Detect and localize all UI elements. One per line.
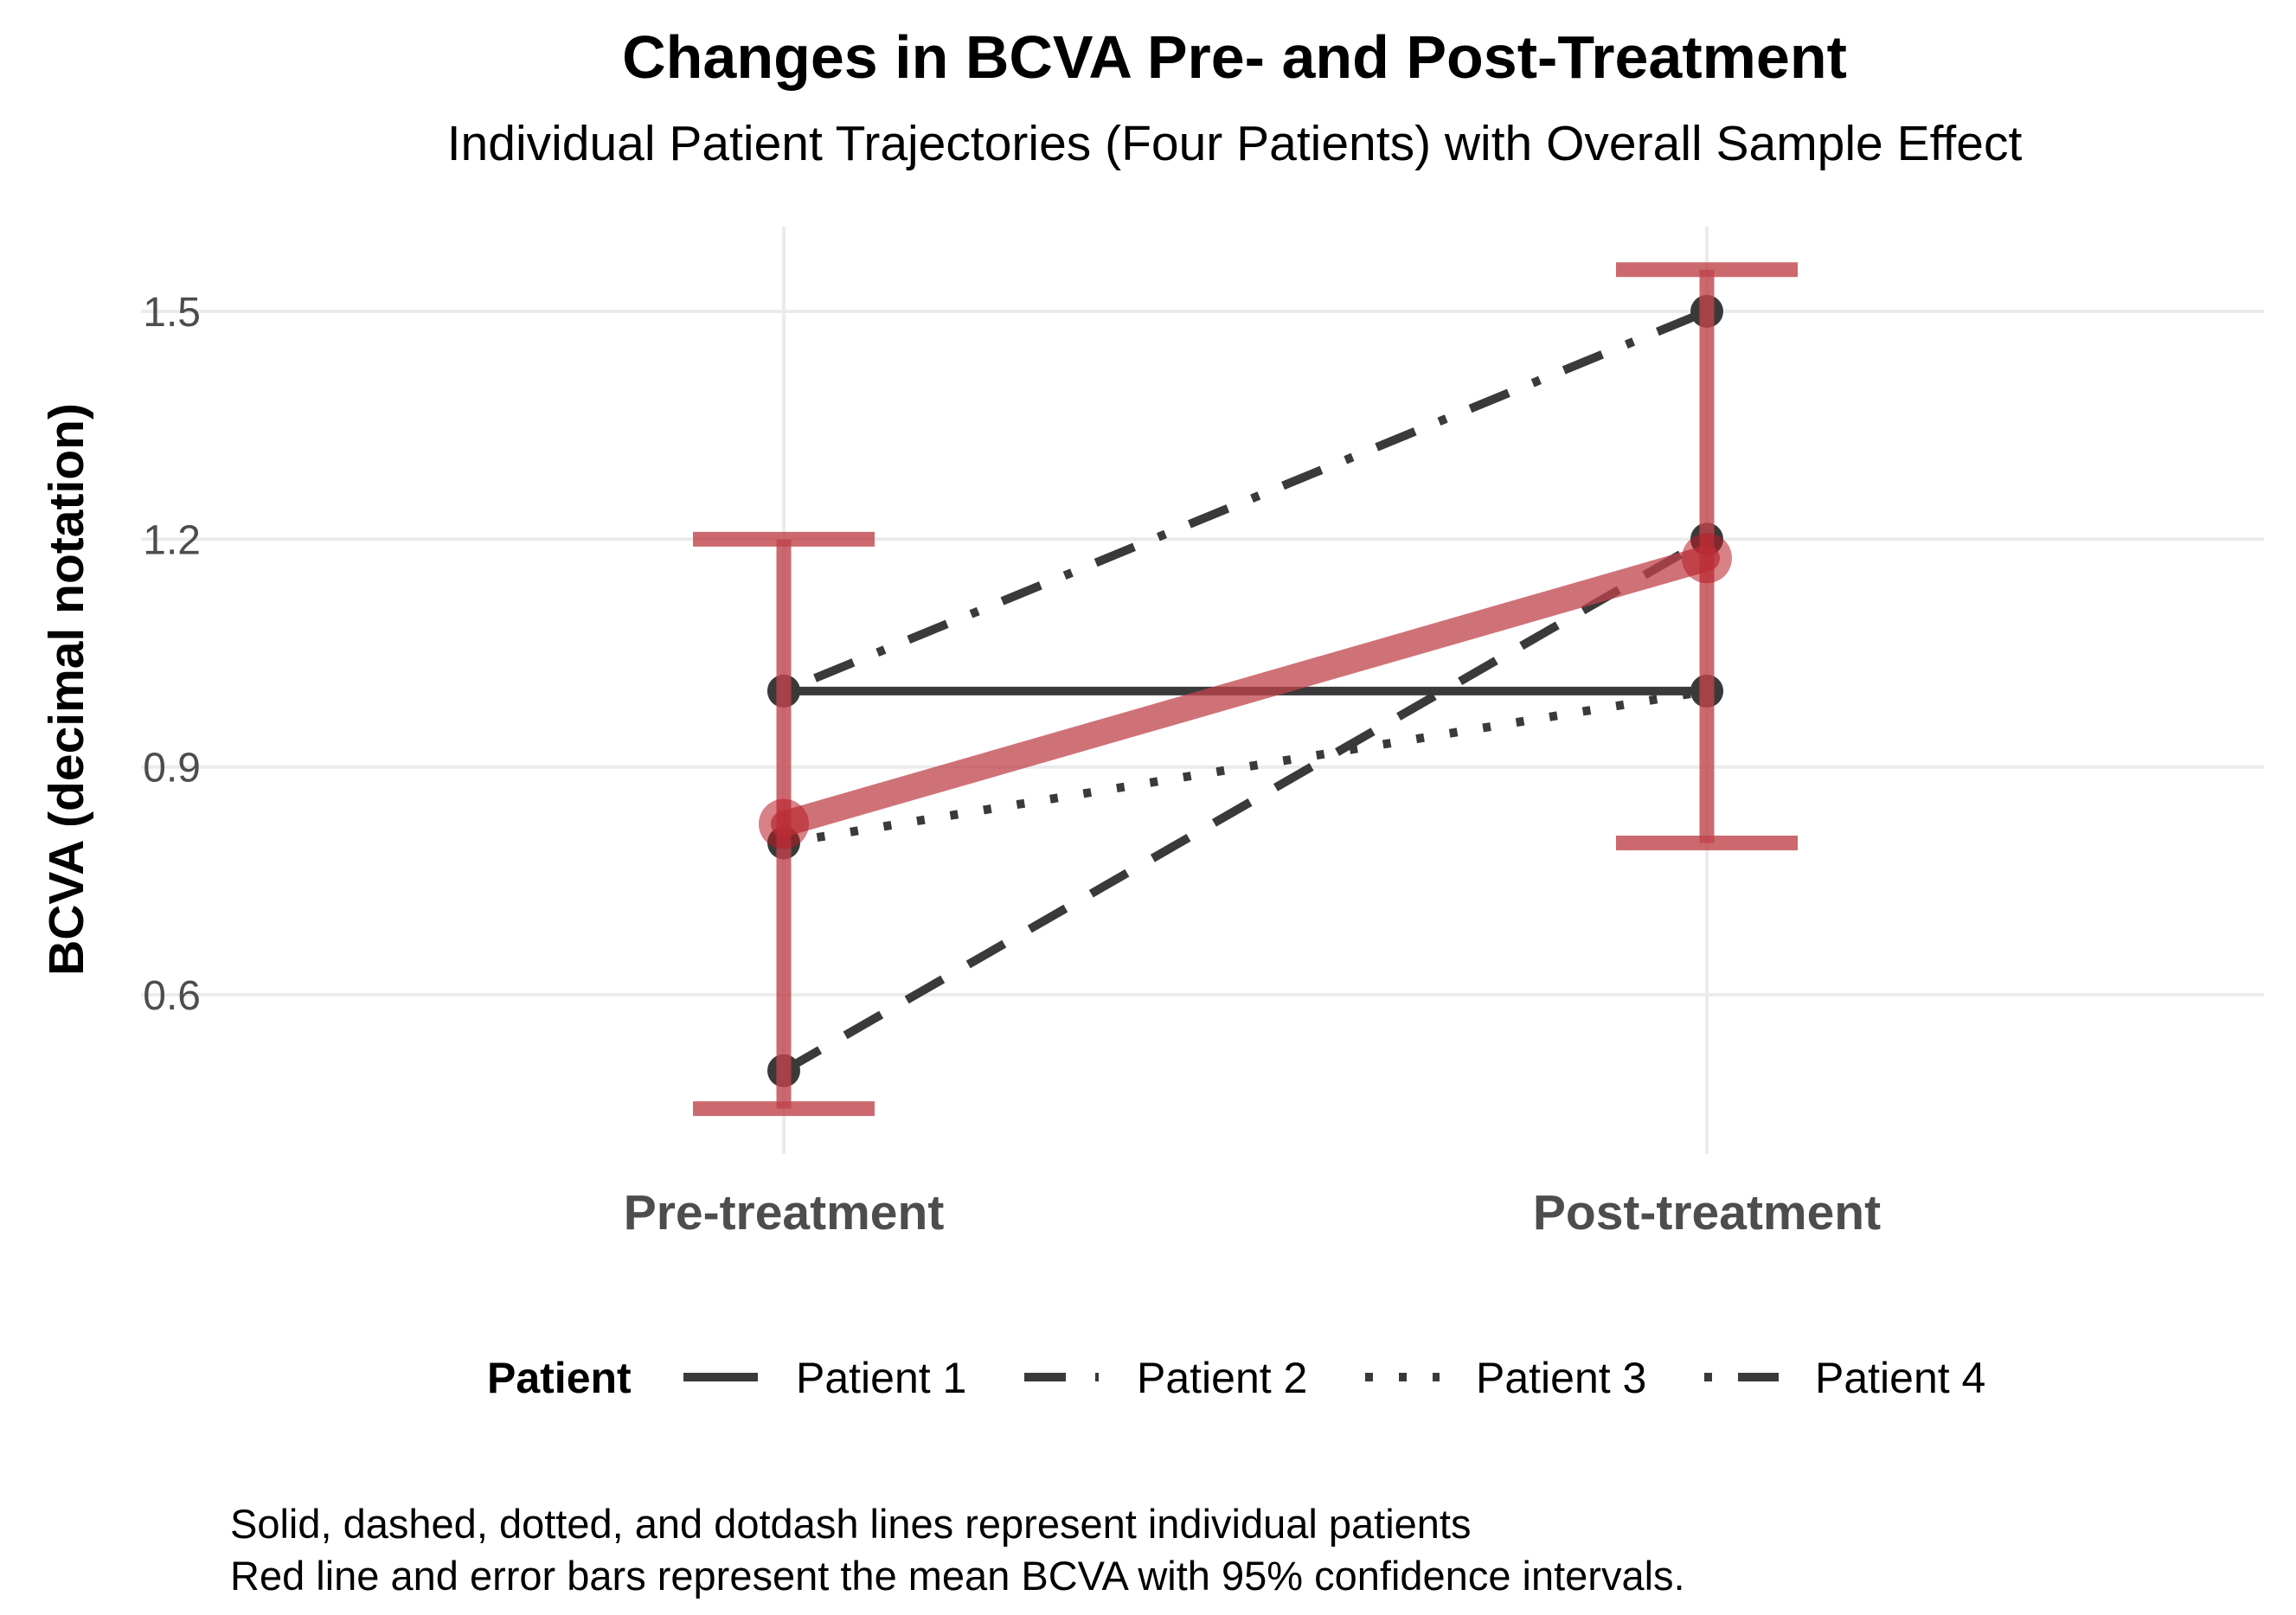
caption-line-1: Solid, dashed, dotted, and dotdash lines… <box>230 1501 1472 1547</box>
caption-line-2: Red line and error bars represent the me… <box>230 1553 1685 1599</box>
y-tick-labels: 0.6 0.9 1.2 1.5 <box>143 290 201 1019</box>
mean-point-pre-treatment <box>759 798 809 849</box>
legend: Patient Patient 1 Patient 2 Patient 3 Patie… <box>487 1354 1985 1402</box>
x-tick-pre-treatment: Pre-treatment <box>624 1185 945 1240</box>
mean-layer <box>693 262 1798 1117</box>
y-axis-label: BCVA (decimal notation) <box>39 403 94 976</box>
legend-title: Patient <box>487 1354 632 1402</box>
y-tick-1-5: 1.5 <box>143 290 201 336</box>
x-tick-post-treatment: Post-treatment <box>1533 1185 1881 1240</box>
y-tick-0-9: 0.9 <box>143 746 201 791</box>
legend-label-patient-4: Patient 4 <box>1815 1354 1985 1402</box>
chart-title: Changes in BCVA Pre- and Post-Treatment <box>622 23 1847 91</box>
legend-label-patient-2: Patient 2 <box>1137 1354 1307 1402</box>
series-line-patient-2 <box>781 535 1709 1075</box>
mean-point-post-treatment <box>1682 533 1732 584</box>
legend-label-patient-1: Patient 1 <box>796 1354 966 1402</box>
chart-subtitle: Individual Patient Trajectories (Four Pa… <box>447 116 2023 171</box>
x-tick-labels: Pre-treatment Post-treatment <box>624 1185 1881 1240</box>
mean-line <box>771 545 1720 837</box>
y-tick-0-6: 0.6 <box>143 973 201 1019</box>
series-line-patient-4 <box>782 307 1709 695</box>
y-tick-1-2: 1.2 <box>143 517 201 563</box>
series-line-patient-3 <box>783 686 1708 848</box>
legend-label-patient-3: Patient 3 <box>1476 1354 1646 1402</box>
